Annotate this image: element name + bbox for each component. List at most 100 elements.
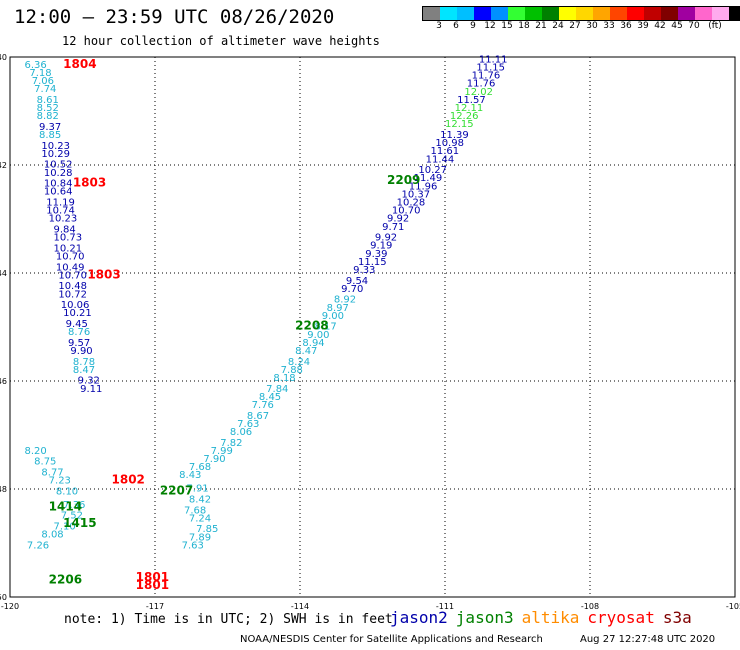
wave-height-value: 8.47 (73, 365, 95, 376)
colorbar-swatch (508, 7, 525, 20)
wave-height-value: 10.98 (435, 138, 464, 149)
wave-height-value: 8.08 (41, 530, 63, 541)
wave-height-value: 7.88 (281, 365, 303, 376)
wave-height-value: 7.52 (61, 511, 83, 522)
wave-height-value: 10.72 (58, 289, 87, 300)
wave-height-value: 8.43 (179, 470, 201, 481)
wave-height-value: 7.10 (54, 522, 76, 533)
track-id-label: 1801 (136, 570, 169, 584)
colorbar-swatch (423, 7, 440, 20)
wave-height-value: 9.45 (66, 319, 88, 330)
wave-height-value: 6.36 (25, 60, 47, 71)
colorbar-swatch (661, 7, 678, 20)
wave-height-value: 8.97 (327, 303, 349, 314)
wave-height-value: 10.06 (61, 300, 90, 311)
wave-height-value: 10.27 (418, 165, 447, 176)
lat-tick-label: -42 (0, 161, 7, 170)
colorbar-swatch (542, 7, 559, 20)
wave-height-value: 10.49 (56, 262, 85, 273)
lat-tick-label: -50 (0, 593, 7, 602)
track-id-label: 2207 (160, 483, 193, 497)
colorbar-label: 39 (637, 21, 649, 31)
wave-height-value: 10.64 (44, 187, 73, 198)
wave-height-value: 11.39 (440, 130, 469, 141)
colorbar-label: 24 (552, 21, 564, 31)
colorbar-swatch (440, 7, 457, 20)
track-id-label: 1803 (73, 176, 106, 190)
track-id-label: 1802 (112, 473, 145, 487)
wave-height-value: 8.94 (302, 338, 324, 349)
wave-height-value: 11.57 (457, 95, 486, 106)
wave-height-value: 7.99 (211, 446, 233, 457)
colorbar-swatch (729, 7, 740, 20)
track-id-label: 1414 (49, 500, 82, 514)
wave-height-value: 8.75 (34, 457, 56, 468)
colorbar-swatch (644, 7, 661, 20)
wave-height-value: 8.18 (273, 373, 295, 384)
wave-height-value: 11.19 (46, 198, 75, 209)
lon-tick-label: -114 (291, 602, 309, 611)
wave-height-value: 8.92 (334, 295, 356, 306)
lat-tick-label: -44 (0, 269, 7, 278)
wave-height-value: 10.52 (44, 160, 73, 171)
wave-height-value: 11.61 (431, 146, 460, 157)
wave-height-value: 8.24 (288, 357, 310, 368)
wave-height-value: 7.84 (266, 384, 288, 395)
wave-height-value: 12.15 (445, 119, 474, 130)
colorbar-swatch (474, 7, 491, 20)
wave-height-value: 10.48 (58, 281, 87, 292)
wave-height-value: 7.76 (252, 400, 274, 411)
colorbar-label: 42 (654, 21, 666, 31)
wave-height-value: 12.26 (450, 111, 479, 122)
wave-height-value: 7.82 (220, 438, 242, 449)
wave-height-value: 9.33 (353, 265, 375, 276)
page-subtitle: 12 hour collection of altimeter wave hei… (62, 34, 380, 48)
track-id-label: 1801 (136, 578, 169, 592)
wave-height-value: 9.11 (80, 384, 102, 395)
colorbar-label: 27 (569, 21, 581, 31)
colorbar-swatch (627, 7, 644, 20)
wave-height-value: 7.36 (63, 500, 85, 511)
wave-height-value: 8.06 (230, 427, 252, 438)
track-id-label: 2209 (387, 173, 420, 187)
lon-tick-label: -111 (436, 602, 454, 611)
wave-height-value: 10.73 (54, 233, 83, 244)
colorbar-label: 9 (470, 21, 476, 31)
wave-height-value: 10.70 (392, 206, 421, 217)
wave-height-value: 8.76 (68, 327, 90, 338)
track-id-label: 1804 (63, 57, 96, 71)
wave-height-value: 11.76 (472, 71, 501, 82)
wave-height-value: 8.45 (259, 392, 281, 403)
colorbar-label: 36 (620, 21, 632, 31)
wave-height-value: 7.68 (184, 505, 206, 516)
wave-height-value: 11.44 (426, 154, 455, 165)
wave-height-value: 7.90 (203, 454, 225, 465)
wave-height-value: 9.19 (370, 241, 392, 252)
wave-height-value: 7.18 (29, 68, 51, 79)
colorbar-label: 33 (603, 21, 615, 31)
colorbar (422, 6, 740, 21)
lon-tick-label: -117 (146, 602, 164, 611)
colorbar-unit: (ft) (708, 21, 722, 31)
colorbar-swatch (593, 7, 610, 20)
colorbar-labels: 3 6 9 12 15 18 21 24 27 30 33 36 39 42 45 70 (ft) (422, 21, 740, 35)
wave-height-value: 10.74 (46, 206, 75, 217)
wave-height-value: 10.23 (41, 141, 70, 152)
wave-height-value: 10.84 (44, 179, 73, 190)
wave-height-value: 12.11 (455, 103, 484, 114)
wave-height-value: 11.15 (358, 257, 387, 268)
track-id-label: 1803 (87, 267, 120, 281)
legend-item-jason3: jason3 (455, 608, 514, 627)
wave-height-value: 9.70 (341, 284, 363, 295)
track-id-label: 2208 (295, 319, 328, 333)
wave-height-value: 10.37 (402, 189, 431, 200)
wave-height-value: 8.78 (73, 357, 95, 368)
colorbar-label: 21 (535, 21, 547, 31)
wave-height-value: 7.68 (189, 462, 211, 473)
wave-height-value: 7.63 (182, 540, 204, 551)
wave-height-value: 8.10 (56, 486, 78, 497)
wave-height-value: 10.70 (56, 252, 85, 263)
footnote: note: 1) Time is in UTC; 2) SWH is in fe… (64, 612, 393, 627)
wave-height-value: 9.71 (382, 222, 404, 233)
